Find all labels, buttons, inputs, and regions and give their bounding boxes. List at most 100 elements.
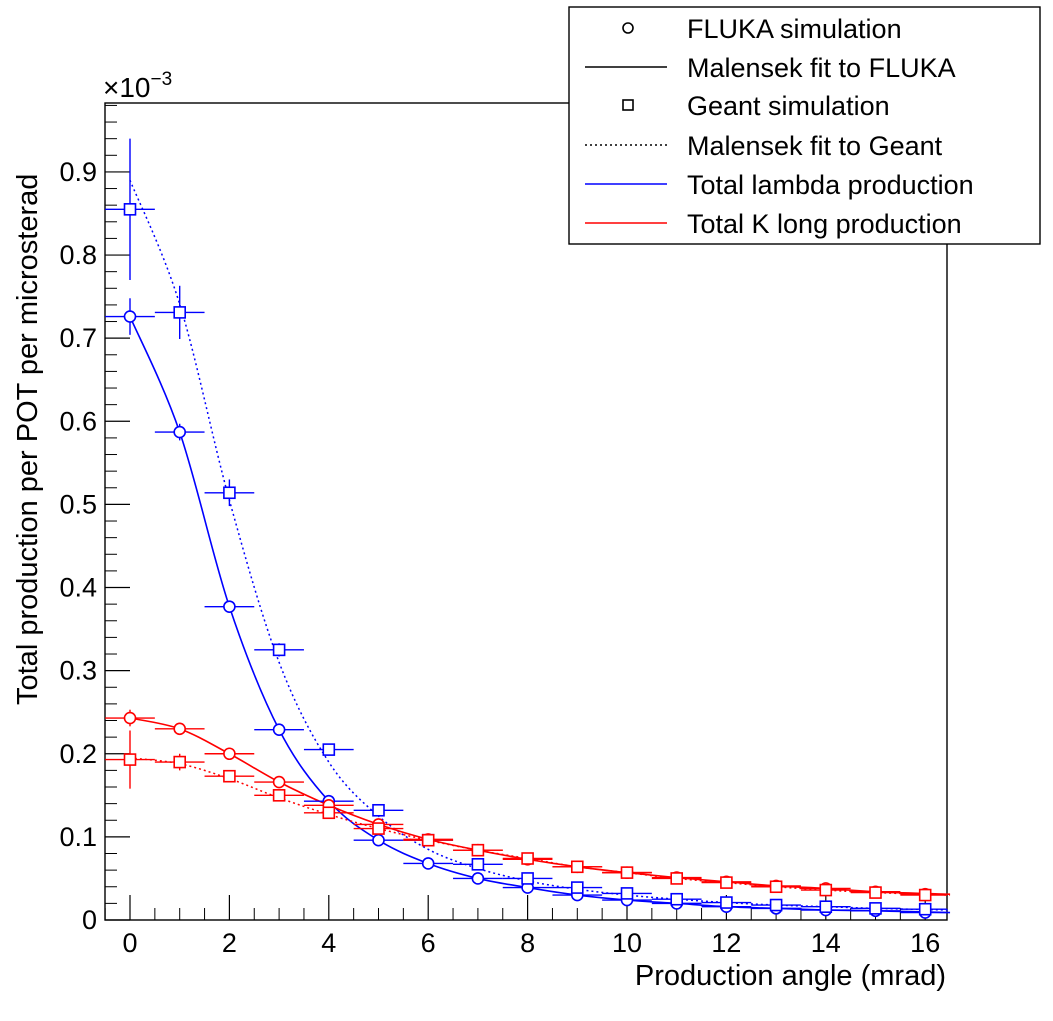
y-tick-label: 0.5 (59, 489, 97, 519)
square-marker (322, 743, 336, 756)
data-point (701, 876, 752, 889)
square-marker (869, 886, 882, 899)
square-marker (471, 858, 485, 871)
circle-marker (223, 747, 236, 761)
y-axis-title: Total production per POT per microsterad (12, 174, 44, 705)
x-axis-title: Production angle (mrad) (635, 960, 946, 992)
circle-marker (123, 711, 137, 725)
legend-entry: FLUKA simulation (622, 14, 902, 44)
data-point (850, 902, 901, 915)
square-marker (670, 892, 684, 906)
x-tick-label: 14 (811, 928, 841, 958)
square-marker (521, 872, 534, 885)
data-point (453, 858, 503, 871)
data-point (403, 857, 454, 870)
legend-entry: Total K long production (585, 209, 962, 239)
square-marker (173, 306, 186, 319)
data-point (453, 872, 503, 885)
y-tick-label: 0.8 (59, 240, 97, 270)
square-marker (223, 486, 236, 500)
square-marker (620, 887, 634, 900)
square-marker (272, 643, 286, 657)
data-point (105, 709, 155, 727)
data-points (105, 138, 947, 919)
data-point (154, 423, 205, 441)
data-point (204, 769, 255, 783)
data-point (403, 833, 454, 847)
data-point (204, 600, 255, 613)
circle-marker (421, 857, 435, 870)
y-tick-label: 0.6 (59, 406, 97, 436)
data-point (602, 866, 652, 879)
square-marker (570, 860, 584, 874)
legend-label: Total lambda production (687, 170, 974, 200)
legend-entry: Malensek fit to Geant (585, 131, 943, 161)
data-point (800, 883, 851, 897)
x-tick-label: 4 (321, 928, 336, 958)
fit-curves (129, 179, 951, 914)
data-point (900, 888, 947, 902)
x-tick-label: 8 (520, 928, 535, 958)
data-point (353, 803, 404, 817)
data-point (900, 902, 947, 916)
data-point (254, 643, 304, 657)
data-point (353, 833, 404, 847)
data-point (353, 822, 404, 835)
data-point (204, 747, 255, 761)
square-marker (421, 833, 435, 847)
fit-curve (129, 316, 951, 914)
circle-marker (123, 310, 137, 323)
y-tick-label: 0 (82, 905, 97, 935)
legend-square-marker (622, 99, 634, 111)
data-point (552, 881, 603, 894)
square-marker (620, 866, 634, 879)
square-marker (521, 852, 534, 865)
plot-frame (104, 102, 948, 921)
square-marker (372, 803, 385, 817)
square-marker (322, 806, 336, 820)
circle-marker (223, 600, 236, 613)
y-tick-label: 0.3 (59, 656, 97, 686)
axis-ticks (104, 104, 926, 921)
x-tick-label: 10 (612, 928, 642, 958)
data-point (502, 852, 553, 865)
legend-label: Total K long production (687, 209, 962, 239)
fit-curve (129, 179, 951, 911)
square-marker (918, 902, 932, 916)
x-tick-label: 2 (222, 928, 237, 958)
data-point (204, 479, 255, 507)
tick-labels: 0 2 4 6 8 10 12 14 16 0 0.1 0.2 0.3 0.4 0.5 0.6 0.7 0.8 0.… (59, 157, 940, 958)
square-marker (819, 900, 833, 914)
circle-marker (173, 722, 186, 736)
circle-marker (272, 723, 286, 736)
data-point (651, 872, 702, 885)
square-marker (819, 883, 833, 897)
legend-circle-marker (622, 22, 634, 34)
data-point (800, 900, 851, 914)
y-tick-label: 0.7 (59, 323, 97, 353)
data-point (552, 860, 603, 874)
fit-curve (129, 717, 951, 896)
legend-entry: Total lambda production (585, 170, 974, 200)
data-point (751, 880, 801, 894)
data-point (254, 775, 304, 789)
data-point (502, 872, 553, 885)
y-tick-label: 0.2 (59, 739, 97, 769)
data-point (751, 898, 801, 912)
circle-marker (272, 775, 286, 789)
square-marker (769, 898, 783, 912)
y-tick-label: 0.9 (59, 157, 97, 187)
square-marker (720, 896, 733, 909)
x-tick-label: 0 (122, 928, 137, 958)
x-tick-label: 6 (421, 928, 436, 958)
data-point (602, 887, 652, 900)
data-point (254, 723, 304, 736)
legend-label: FLUKA simulation (687, 14, 902, 44)
y-exponent-label: ×10−3 (103, 69, 172, 103)
data-point (254, 789, 304, 802)
legend: FLUKA simulation Malensek fit to FLUKA Gea… (568, 6, 1041, 245)
data-point (453, 843, 503, 857)
square-marker (918, 888, 932, 902)
fit-curve (129, 757, 951, 896)
